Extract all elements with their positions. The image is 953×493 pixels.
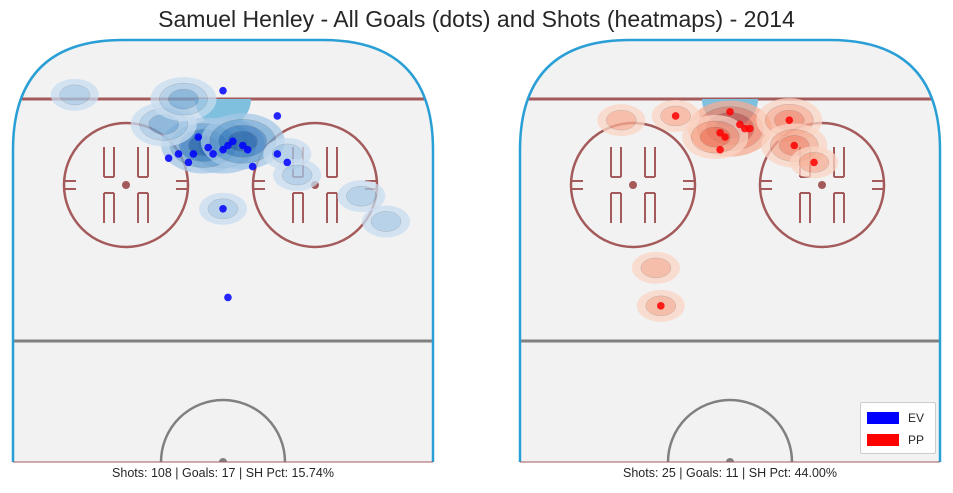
goal-dot [745,124,754,133]
shot-density-contour [168,88,199,110]
shot-density-blob [273,159,322,192]
goal-dot [238,141,247,150]
goal-dot [248,162,257,171]
goal-dot [273,150,282,158]
goal-dot [273,112,282,120]
goal-dot [219,145,227,154]
goal-dot [189,150,198,158]
shot-density-blob [337,180,386,213]
legend-item-ev: EV [867,410,924,426]
goal-dot [657,302,665,310]
goal-dot [224,141,232,150]
faceoff-dot [818,181,826,189]
goal-dot [219,205,227,213]
shot-density-contour [606,109,637,131]
rink-surface [520,40,940,462]
goal-dot [184,158,193,167]
left-rink-plot [11,38,435,463]
center-dot [219,458,227,462]
center-circle [159,398,287,462]
faceoff-circle-left [62,121,190,249]
shot-density-contour [370,211,402,232]
goal-dot [174,150,183,158]
goal-dot [716,129,724,137]
goal-dot [810,158,818,167]
legend-swatch-ev [867,412,899,424]
faceoff-dot [122,181,130,189]
goal-dot [229,137,237,146]
legend-label-pp: PP [908,433,925,447]
shot-density-contour [281,164,313,186]
rink-surface [13,40,433,462]
goal-dot [209,150,217,158]
goal-dot [726,107,734,116]
shot-density-blob [50,78,99,111]
goal-dot [283,158,292,167]
center-circle [666,398,794,462]
faceoff-dot [629,181,637,189]
shot-density-contour [346,185,377,207]
legend: EV PP [860,402,936,454]
goal-dot [721,133,729,141]
shot-density-contour [59,84,90,106]
goal-dot [224,293,232,302]
goal-dot [194,133,203,141]
right-panel-caption: Shots: 25 | Goals: 11 | SH Pct: 44.00% [622,466,837,480]
shot-density-blob [597,104,646,137]
chart-title: Samuel Henley - All Goals (dots) and Sho… [158,6,795,32]
goal-dot [671,112,680,120]
goal-dot [790,141,799,150]
center-dot [726,458,734,462]
goal-dot [785,116,794,124]
legend-item-pp: PP [867,432,924,448]
rink-boards [11,38,435,462]
faceoff-ring [62,121,190,249]
goal-dot [219,86,227,95]
legend-label-ev: EV [908,411,925,425]
faceoff-circle-right [758,121,886,249]
shot-density-blob [150,77,217,122]
legend-swatch-pp [867,434,899,446]
goal-dot [204,143,212,152]
right-rink-plot [518,38,942,463]
shot-density-contour [640,257,672,279]
goal-dot [164,154,173,162]
goal-dot [736,120,744,129]
shot-density-contour [227,131,258,152]
shot-density-blob [362,205,411,238]
goal-dot [243,145,252,154]
goal-dot [716,145,724,154]
rink-boards [518,38,942,462]
left-panel-caption: Shots: 108 | Goals: 17 | SH Pct: 15.74% [112,466,334,480]
shot-density-blob [631,251,680,284]
